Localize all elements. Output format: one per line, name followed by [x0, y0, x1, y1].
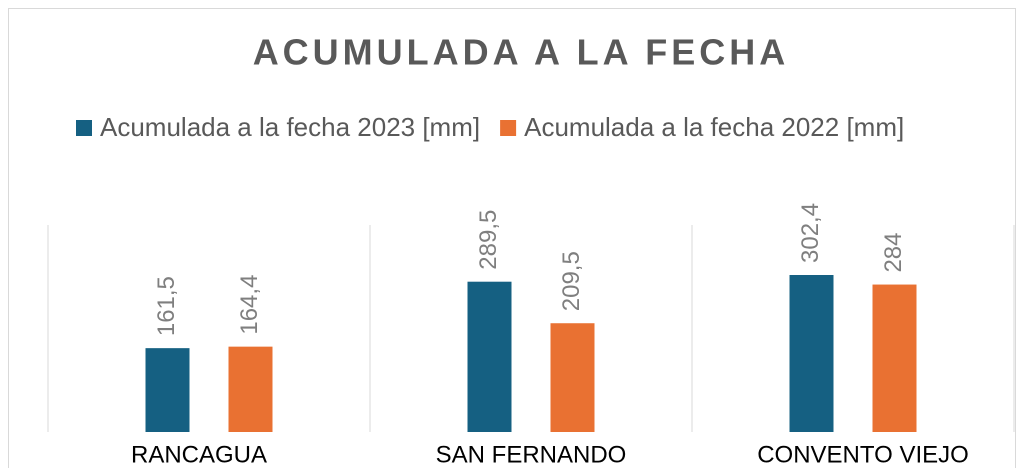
- bar: [872, 284, 917, 432]
- bar: [145, 348, 190, 432]
- data-label: 284: [880, 233, 907, 273]
- bar: [467, 281, 512, 432]
- legend-label: Acumulada a la fecha 2022 [mm]: [524, 112, 904, 142]
- data-label: 302,4: [797, 203, 824, 263]
- legend-label: Acumulada a la fecha 2023 [mm]: [100, 112, 480, 142]
- bar: [789, 275, 834, 432]
- data-label: 164,4: [236, 275, 263, 335]
- data-label: 289,5: [475, 210, 502, 270]
- chart-title: ACUMULADA A LA FECHA: [253, 32, 790, 73]
- data-label: 209,5: [558, 251, 585, 311]
- x-tick-label: SAN FERNANDO: [436, 441, 627, 468]
- data-label: 161,5: [153, 276, 180, 336]
- legend-swatch: [500, 120, 517, 136]
- bar: [550, 323, 595, 432]
- legend-swatch: [76, 120, 92, 136]
- bar: [228, 346, 273, 432]
- x-tick-label: CONVENTO VIEJO: [757, 441, 969, 468]
- x-tick-label: RANCAGUA: [131, 441, 267, 468]
